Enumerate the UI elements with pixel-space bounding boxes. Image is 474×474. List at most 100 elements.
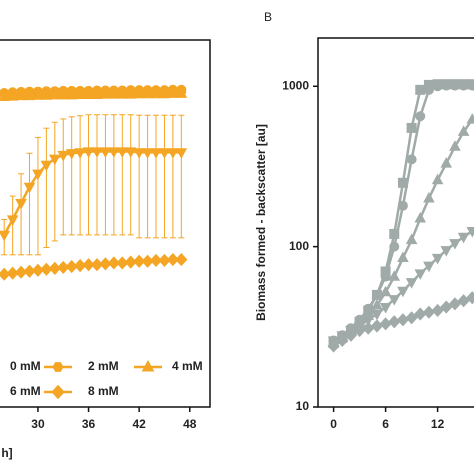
marker (405, 311, 418, 325)
marker (175, 87, 188, 98)
marker (82, 88, 95, 100)
marker (65, 149, 78, 160)
series-line (3, 150, 182, 236)
y-tick-label: 100 (289, 239, 309, 253)
x-tick-label: 36 (82, 417, 96, 431)
marker (370, 319, 384, 333)
marker (0, 90, 11, 101)
marker (431, 303, 444, 318)
axis-frame (317, 37, 474, 408)
marker (82, 258, 95, 272)
marker (91, 88, 103, 100)
marker (40, 160, 53, 172)
marker (158, 87, 171, 99)
marker (388, 315, 401, 329)
marker (448, 297, 462, 311)
marker (441, 80, 452, 91)
marker (423, 261, 435, 273)
marker (116, 147, 129, 158)
marker (406, 122, 417, 133)
marker (380, 271, 391, 282)
marker (133, 254, 146, 268)
marker (423, 84, 434, 95)
marker (124, 88, 137, 99)
marker (51, 384, 65, 400)
marker (362, 315, 375, 327)
marker (414, 269, 427, 280)
y-axis-label: Biomass formed - backscatter [au] (254, 124, 268, 321)
error-bar (34, 136, 41, 256)
marker (414, 211, 427, 223)
error-bar (144, 114, 151, 239)
marker (133, 148, 145, 159)
marker (167, 87, 179, 98)
legend-label: 4 mM (172, 359, 203, 373)
legend-item: 6 mM (10, 384, 41, 398)
marker (457, 125, 470, 136)
error-bar (110, 114, 117, 236)
marker (158, 148, 171, 159)
marker (371, 309, 383, 321)
marker (466, 113, 474, 124)
panel-label: B (264, 10, 272, 24)
error-bar (68, 116, 75, 236)
x-tick-label: 42 (132, 417, 146, 431)
x-tick-label: 30 (31, 417, 45, 431)
error-bar (85, 114, 92, 236)
marker (74, 88, 86, 100)
marker (40, 89, 53, 100)
marker (440, 157, 453, 168)
marker (175, 148, 188, 159)
marker (344, 328, 358, 342)
marker (405, 233, 418, 245)
error-bar (169, 114, 176, 239)
marker (458, 80, 469, 91)
marker (99, 147, 112, 158)
marker (431, 173, 444, 185)
error-bar (127, 114, 134, 236)
x-tick-label: 48 (183, 417, 197, 431)
marker (108, 147, 120, 158)
legend-item: 4 mM (134, 359, 203, 373)
marker (0, 230, 11, 242)
marker (124, 147, 137, 158)
marker (116, 88, 129, 99)
legend-item: 2 mM (44, 359, 119, 373)
error-bar (18, 173, 25, 256)
marker (397, 251, 409, 263)
marker (432, 81, 443, 92)
marker (65, 88, 78, 100)
marker (379, 285, 392, 297)
marker (397, 286, 409, 298)
marker (415, 84, 426, 95)
marker (423, 191, 435, 203)
marker (397, 200, 408, 211)
marker (371, 289, 382, 300)
error-bar (26, 152, 33, 256)
marker (166, 252, 179, 267)
marker (389, 228, 400, 239)
marker (23, 182, 36, 194)
marker (388, 295, 401, 306)
error-bar (102, 114, 109, 236)
marker (32, 169, 44, 181)
error-bar (136, 114, 143, 239)
plot-area (327, 79, 474, 353)
axis-frame (0, 39, 211, 408)
marker (99, 88, 112, 99)
error-bar (161, 114, 168, 239)
error-bar (178, 114, 185, 239)
marker (336, 333, 349, 348)
marker (82, 147, 95, 158)
marker (422, 305, 436, 319)
marker (57, 150, 70, 162)
marker (49, 154, 61, 166)
legend-item: 0 mM (10, 359, 41, 373)
marker (52, 362, 64, 372)
marker (15, 198, 27, 210)
legend-label: 6 mM (10, 384, 41, 398)
marker (15, 89, 27, 101)
marker (449, 140, 461, 151)
marker (6, 215, 19, 226)
marker (449, 80, 460, 91)
